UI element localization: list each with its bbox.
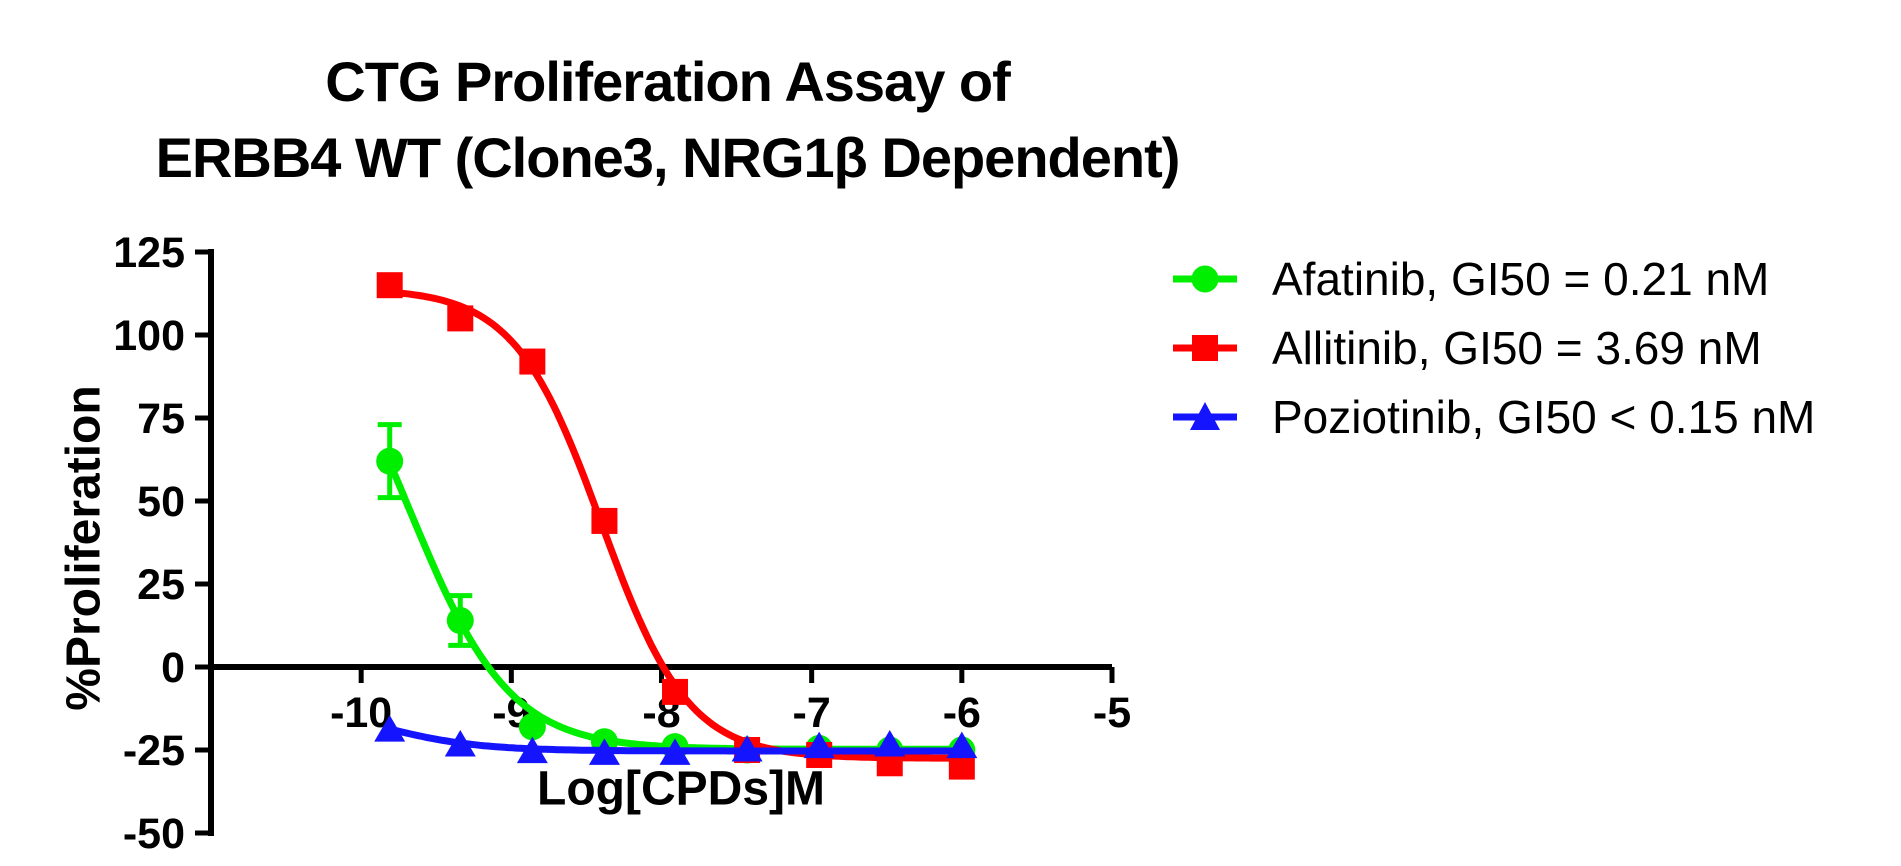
y-tick-label: 50 bbox=[137, 478, 185, 526]
marker-allitinib bbox=[519, 348, 546, 375]
marker-afatinib bbox=[518, 713, 546, 741]
marker-poziotinib bbox=[374, 715, 406, 742]
marker-poziotinib bbox=[874, 730, 906, 757]
marker-poziotinib bbox=[444, 730, 476, 757]
marker-poziotinib bbox=[803, 731, 835, 759]
marker-allitinib bbox=[662, 678, 689, 705]
y-tick-label: 125 bbox=[113, 229, 185, 277]
circle-marker-icon bbox=[1173, 265, 1237, 292]
marker-allitinib bbox=[591, 507, 618, 534]
chart-title-line-2: ERBB4 WT (Clone3, NRG1β Dependent) bbox=[155, 126, 1181, 189]
chart-title-line-1: CTG Proliferation Assay of bbox=[325, 50, 1011, 113]
y-axis-title: %Proliferation bbox=[57, 385, 111, 711]
y-tick-label: -50 bbox=[123, 810, 185, 858]
square-marker-icon bbox=[1173, 334, 1237, 361]
legend-label-allitinib: Allitinib, GI50 = 3.69 nM bbox=[1272, 321, 1762, 374]
legend-label-afatinib: Afatinib, GI50 = 0.21 nM bbox=[1272, 252, 1770, 305]
y-tick-label: 75 bbox=[137, 395, 185, 443]
chart-title: CTG Proliferation Assay of ERBB4 WT (Clo… bbox=[0, 44, 1335, 196]
marker-afatinib bbox=[376, 447, 404, 475]
x-tick-label: -6 bbox=[943, 689, 981, 737]
legend-label-poziotinib: Poziotinib, GI50 < 0.15 nM bbox=[1272, 390, 1816, 443]
legend-item-afatinib: Afatinib, GI50 = 0.21 nM bbox=[1172, 244, 1815, 313]
marker-poziotinib bbox=[588, 738, 620, 765]
legend: Afatinib, GI50 = 0.21 nM Allitinib, GI50… bbox=[1172, 244, 1815, 451]
x-axis-title: Log[CPDs]M bbox=[537, 762, 825, 816]
marker-poziotinib bbox=[731, 735, 763, 762]
triangle-marker-icon bbox=[1173, 401, 1237, 430]
x-tick-label: -7 bbox=[793, 689, 831, 737]
marker-allitinib bbox=[447, 305, 474, 332]
y-tick-label: 100 bbox=[113, 312, 185, 360]
marker-allitinib bbox=[376, 272, 403, 299]
marker-afatinib bbox=[446, 607, 474, 635]
marker-poziotinib bbox=[516, 736, 548, 764]
y-tick-label: -25 bbox=[123, 727, 185, 775]
y-tick-label: 0 bbox=[161, 644, 185, 692]
marker-poziotinib bbox=[659, 738, 691, 765]
y-tick-label: 25 bbox=[137, 561, 185, 609]
legend-item-allitinib: Allitinib, GI50 = 3.69 nM bbox=[1172, 313, 1815, 382]
x-tick-label: -5 bbox=[1093, 689, 1131, 737]
marker-poziotinib bbox=[946, 731, 978, 759]
legend-item-poziotinib: Poziotinib, GI50 < 0.15 nM bbox=[1172, 382, 1815, 451]
